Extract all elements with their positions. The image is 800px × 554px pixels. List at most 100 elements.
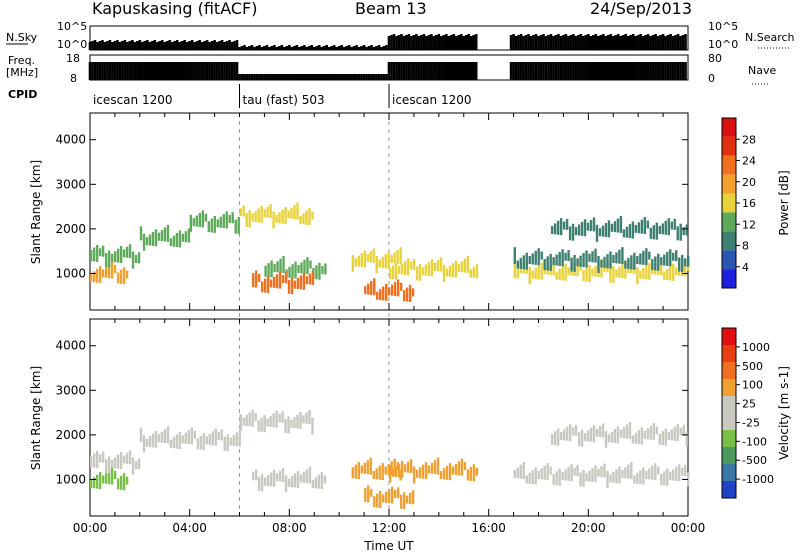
range-time-cell <box>308 466 312 484</box>
power-panel: 1000 2000 3000 4000 Slant Range [km] <box>29 112 690 311</box>
range-time-cell <box>618 249 621 264</box>
range-time-cell <box>513 247 516 265</box>
range-time-cell <box>399 469 402 481</box>
range-time-cell <box>154 430 158 448</box>
colorbar-swatch <box>722 250 736 270</box>
velocity-y-ticks: 1000 2000 3000 4000 <box>55 339 688 486</box>
range-time-cell <box>90 479 93 488</box>
range-time-cell <box>306 257 309 275</box>
range-time-cell <box>522 462 525 480</box>
range-time-cell <box>592 217 596 232</box>
range-time-cell <box>95 450 99 468</box>
range-time-cell <box>675 267 678 276</box>
range-time-cell <box>409 261 413 270</box>
range-time-cell <box>571 427 575 436</box>
range-time-cell <box>576 465 579 477</box>
range-time-cell <box>411 490 415 505</box>
range-time-cell <box>396 462 399 471</box>
freq-tick-top: 18 <box>66 52 80 65</box>
range-time-cell <box>636 472 639 484</box>
range-time-cell <box>666 468 669 486</box>
range-time-cell <box>565 426 569 441</box>
range-time-cell <box>92 453 96 468</box>
x-tick-label: 12:00 <box>372 521 407 535</box>
colorbar-swatch <box>722 379 736 396</box>
range-time-cell <box>390 254 393 263</box>
range-time-cell <box>543 266 546 275</box>
range-time-cell <box>570 464 573 482</box>
range-time-cell <box>287 210 290 219</box>
range-time-cell <box>622 229 626 238</box>
range-time-cell <box>640 427 644 445</box>
range-time-cell <box>375 468 378 480</box>
range-time-cell <box>580 429 584 447</box>
range-time-cell <box>278 414 281 423</box>
range-time-cell <box>98 454 102 463</box>
range-time-cell <box>214 428 217 446</box>
range-time-cell <box>263 477 267 486</box>
range-time-cell <box>652 423 656 441</box>
range-time-cell <box>612 471 615 483</box>
nsearch-label: N.Search <box>745 31 795 44</box>
range-time-cell <box>427 261 431 276</box>
colorbar-tick-label: 100 <box>742 379 763 392</box>
cpid-segment-label: tau (fast) 503 <box>243 93 325 107</box>
range-time-cell <box>139 427 143 442</box>
range-time-cell <box>305 412 308 424</box>
range-time-cell <box>415 266 419 281</box>
range-time-cell <box>184 432 188 444</box>
range-time-cell <box>621 264 624 279</box>
range-time-cell <box>442 468 446 480</box>
x-tick-label: 00:00 <box>671 521 706 535</box>
range-time-cell <box>601 423 605 438</box>
range-time-cell <box>263 415 266 433</box>
range-time-cell <box>666 251 669 266</box>
range-time-cell <box>110 261 114 279</box>
range-time-cell <box>552 258 555 276</box>
range-time-cell <box>305 276 309 285</box>
range-time-cell <box>549 466 552 475</box>
range-time-cell <box>272 276 276 288</box>
range-time-cell <box>633 252 636 270</box>
range-time-cell <box>269 472 273 487</box>
range-time-cell <box>448 265 452 277</box>
colorbar-tick-label: 4 <box>742 261 749 274</box>
range-time-cell <box>257 273 261 282</box>
range-time-cell <box>631 435 635 444</box>
range-time-cell <box>670 221 673 230</box>
range-time-cell <box>400 460 404 478</box>
range-time-cell <box>272 469 276 487</box>
range-time-cell <box>364 286 367 295</box>
range-time-cell <box>384 466 387 475</box>
range-time-cell <box>275 214 278 223</box>
range-time-cell <box>385 491 388 503</box>
range-time-cell <box>663 254 666 266</box>
range-time-cell <box>618 466 621 484</box>
range-time-cell <box>92 271 96 283</box>
range-time-cell <box>290 277 294 295</box>
range-time-cell <box>682 424 685 436</box>
range-time-cell <box>396 249 399 264</box>
range-time-cell <box>296 470 300 488</box>
range-time-cell <box>579 472 582 487</box>
range-time-cell <box>513 264 516 279</box>
range-time-cell <box>387 463 390 475</box>
range-time-cell <box>600 259 603 268</box>
range-time-cell <box>424 462 428 480</box>
range-time-cell <box>181 435 185 444</box>
range-time-cell <box>615 252 618 264</box>
nsky-tick-bottom: 10^0 <box>57 38 87 51</box>
range-time-cell <box>669 249 672 267</box>
range-time-cell <box>305 469 309 484</box>
range-time-cell <box>562 221 566 230</box>
range-time-cell <box>387 251 390 269</box>
range-time-cell <box>550 433 554 445</box>
range-time-cell <box>104 253 108 268</box>
range-time-cell <box>196 438 200 450</box>
range-time-cell <box>652 225 656 240</box>
range-time-cell <box>600 466 603 478</box>
colorbar-label: Velocity [m s-1] <box>777 366 791 460</box>
range-time-cell <box>228 214 231 223</box>
range-time-cell <box>299 474 303 483</box>
range-time-cell <box>242 205 245 217</box>
